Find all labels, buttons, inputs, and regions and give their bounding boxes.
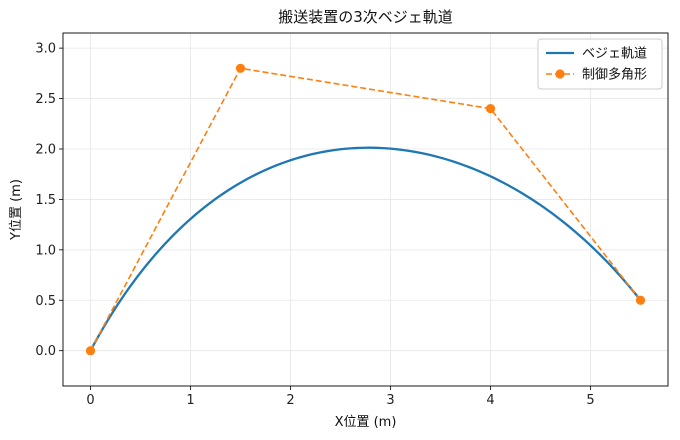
x-tick-label: 2 — [286, 393, 294, 408]
legend-label-control-polygon: 制御多角形 — [582, 67, 647, 83]
series-layer — [85, 63, 646, 356]
control-point — [235, 63, 246, 73]
legend-marker-control-polygon — [555, 69, 565, 79]
y-tick-label: 2.0 — [35, 142, 56, 157]
y-tick-label: 0.0 — [35, 344, 56, 359]
legend-box — [537, 38, 663, 90]
bezier-curve-line — [89, 146, 642, 352]
legend-label-bezier: ベジェ軌道 — [582, 46, 647, 62]
x-tick-label: 1 — [186, 393, 194, 408]
y-tick-label: 1.0 — [35, 243, 56, 258]
plot-frame — [62, 32, 669, 387]
ticks: 0 1 2 3 4 5 0.0 0.5 1.0 1.5 2.0 2.5 3.0 — [35, 42, 594, 408]
control-point — [635, 295, 646, 305]
control-point — [485, 104, 496, 114]
y-tick-label: 0.5 — [35, 294, 56, 309]
legend: ベジェ軌道 制御多角形 — [537, 38, 663, 90]
y-axis-label: Y位置 (m) — [9, 179, 24, 241]
y-tick-label: 2.5 — [35, 92, 56, 107]
y-tick-label: 1.5 — [35, 193, 56, 208]
x-tick-label: 0 — [86, 393, 94, 408]
x-tick-label: 4 — [486, 393, 494, 408]
y-tick-label: 3.0 — [35, 42, 56, 57]
x-axis-label: X位置 (m) — [335, 415, 397, 430]
x-tick-label: 3 — [386, 393, 394, 408]
x-tick-label: 5 — [586, 393, 594, 408]
chart-title: 搬送装置の3次ベジェ軌道 — [278, 8, 453, 26]
control-polygon-line — [89, 67, 642, 352]
control-point — [85, 346, 96, 356]
